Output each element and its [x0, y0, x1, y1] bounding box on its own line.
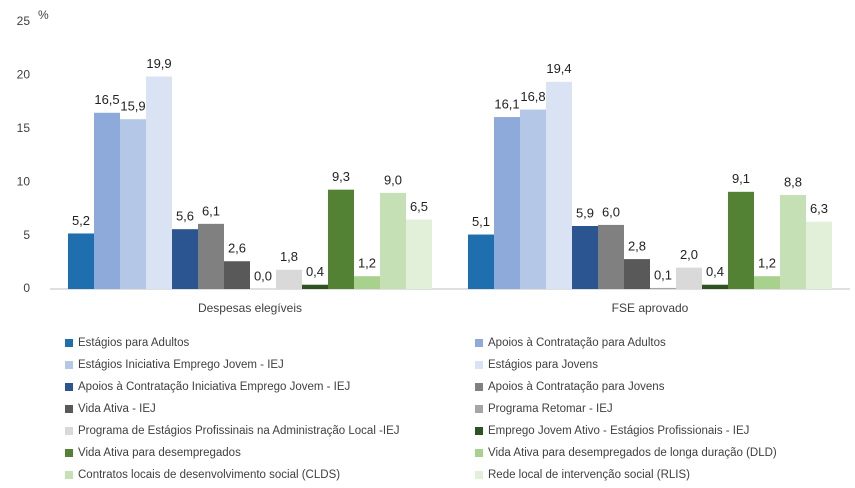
bar: [468, 234, 494, 289]
value-label: 8,8: [784, 174, 802, 189]
value-label: 6,3: [810, 201, 828, 216]
value-label: 2,6: [228, 241, 246, 256]
y-tick-label: 0: [23, 281, 30, 295]
legend-label: Emprego Jovem Ativo - Estágios Profissio…: [488, 425, 749, 437]
legend-label: Apoios à Contratação Iniciativa Emprego …: [78, 381, 350, 393]
value-label: 6,0: [602, 204, 620, 219]
value-label: 9,1: [732, 171, 750, 186]
bar: [702, 284, 728, 289]
value-label: 0,1: [654, 267, 672, 282]
bar: [224, 261, 250, 289]
value-label: 6,1: [202, 203, 220, 218]
value-label: 1,8: [280, 249, 298, 264]
legend-label: Programa Retomar - IEJ: [488, 403, 613, 415]
legend-swatch: [475, 405, 483, 413]
value-label: 6,5: [410, 199, 428, 214]
bar: [728, 191, 754, 289]
legend-swatch: [475, 449, 483, 457]
bar: [172, 229, 198, 289]
legend-swatch: [65, 449, 73, 457]
legend-label: Programa de Estágios Profissinais na Adm…: [78, 425, 400, 437]
legend-swatch: [65, 339, 73, 347]
value-label: 19,4: [546, 61, 571, 76]
legend-label: Estágios Iniciativa Emprego Jovem - IEJ: [78, 359, 284, 371]
bar: [120, 119, 146, 289]
value-label: 16,8: [520, 89, 545, 104]
bar: [624, 259, 650, 289]
value-label: 0,4: [306, 264, 324, 279]
legend-swatch: [475, 427, 483, 435]
legend-label: Rede local de intervenção social (RLIS): [488, 469, 690, 481]
value-label: 0,4: [706, 264, 724, 279]
value-label: 16,1: [494, 96, 519, 111]
value-label: 1,2: [758, 256, 776, 271]
legend-swatch: [65, 361, 73, 369]
x-tick-label: Despesas elegíveis: [198, 301, 302, 315]
value-label: 9,3: [332, 169, 350, 184]
bar: [406, 219, 432, 289]
legend-label: Apoios à Contratação para Jovens: [488, 381, 665, 393]
legend-label: Contratos locais de desenvolvimento soci…: [78, 469, 340, 481]
bar: [598, 224, 624, 289]
bar: [302, 284, 328, 289]
legend-swatch: [65, 383, 73, 391]
bar: [494, 117, 520, 289]
legend-label: Apoios à Contratação para Adultos: [488, 337, 666, 349]
bar: [806, 221, 832, 289]
y-tick-label: 5: [23, 228, 30, 242]
legend-swatch: [65, 471, 73, 479]
bar: [676, 267, 702, 289]
legend-label: Estágios para Jovens: [488, 359, 598, 371]
bar: [546, 81, 572, 289]
legend-swatch: [475, 471, 483, 479]
legend-label: Estágios para Adultos: [78, 337, 189, 349]
y-tick-label: 25: [17, 14, 31, 28]
y-tick-label: 15: [17, 121, 31, 135]
legend-swatch: [475, 383, 483, 391]
y-axis-unit: %: [38, 8, 49, 22]
value-label: 15,9: [120, 99, 145, 114]
y-tick-label: 10: [17, 174, 31, 188]
bar: [572, 225, 598, 289]
value-label: 16,5: [94, 92, 119, 107]
bar: [380, 192, 406, 289]
value-label: 5,9: [576, 205, 594, 220]
legend-label: Vida Ativa para desempregados de longa d…: [488, 447, 777, 459]
value-label: 9,0: [384, 172, 402, 187]
bar: [650, 287, 676, 289]
value-label: 0,0: [254, 268, 272, 283]
value-label: 5,6: [176, 209, 194, 224]
bar: [780, 195, 806, 289]
bar: [328, 189, 354, 289]
bar: [754, 276, 780, 289]
bar: [198, 223, 224, 289]
bar: [276, 269, 302, 289]
x-tick-label: FSE aprovado: [612, 301, 689, 315]
legend-label: Vida Ativa - IEJ: [78, 403, 156, 415]
bar: [68, 233, 94, 289]
value-label: 1,2: [358, 256, 376, 271]
value-label: 2,0: [680, 247, 698, 262]
value-label: 5,1: [472, 214, 490, 229]
bar: [146, 76, 172, 289]
legend-swatch: [65, 427, 73, 435]
value-label: 2,8: [628, 239, 646, 254]
bar: [94, 112, 120, 289]
legend-label: Vida Ativa para desempregados: [78, 447, 241, 459]
value-label: 19,9: [146, 56, 171, 71]
legend-swatch: [65, 405, 73, 413]
legend-swatch: [475, 361, 483, 369]
bar: [354, 276, 380, 289]
legend-swatch: [475, 339, 483, 347]
value-label: 5,2: [72, 213, 90, 228]
bar: [520, 109, 546, 290]
y-tick-label: 20: [17, 68, 31, 82]
